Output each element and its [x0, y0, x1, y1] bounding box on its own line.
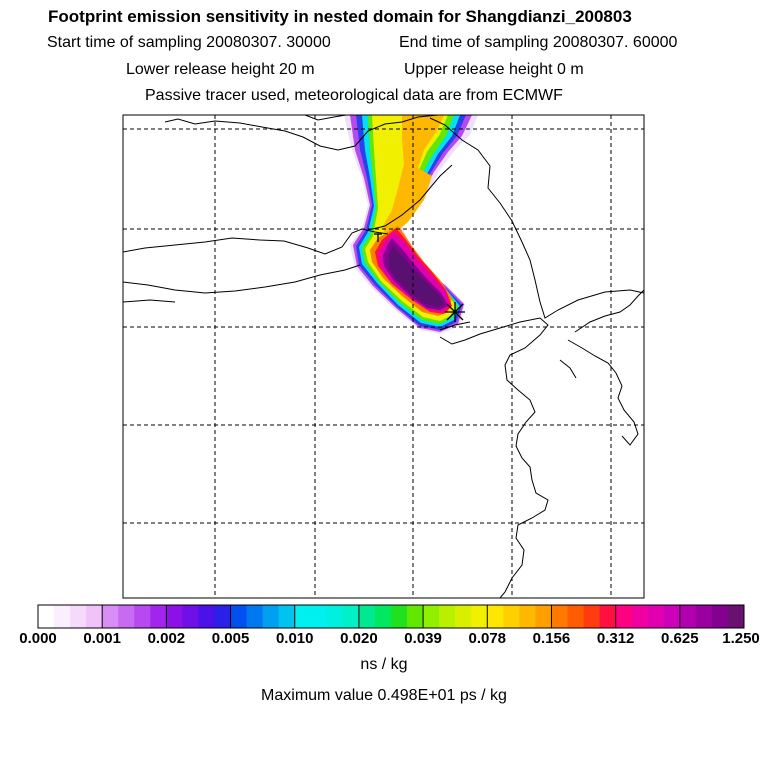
station-marker — [445, 302, 465, 322]
colorbar-label: 1.250 — [722, 630, 760, 647]
map-frame — [122, 114, 645, 599]
colorbar-label: 0.156 — [532, 630, 571, 647]
colorbar-swatch — [711, 605, 729, 628]
colorbar-swatch — [391, 605, 408, 628]
colorbar-swatch — [102, 605, 119, 628]
colorbar-swatch — [38, 605, 55, 628]
colorbar-swatch — [455, 605, 472, 628]
colorbar-swatch — [471, 605, 488, 628]
colorbar-swatch — [567, 605, 584, 628]
colorbar-swatch — [70, 605, 87, 628]
colorbar-swatch — [663, 605, 681, 628]
colorbar-swatch — [182, 605, 199, 628]
upper-release-height: Upper release height 0 m — [404, 61, 584, 78]
colorbar-swatch — [374, 605, 392, 628]
colorbar-label: 0.039 — [404, 630, 442, 647]
colorbar-swatch — [214, 605, 231, 628]
colorbar-swatch — [278, 605, 296, 628]
colorbar-swatch — [246, 605, 264, 628]
colorbar-swatch — [647, 605, 665, 628]
tracer-info: Passive tracer used, meteorological data… — [145, 87, 563, 104]
colorbar-swatch — [198, 605, 215, 628]
colorbar-swatch — [551, 605, 568, 628]
colorbar-label: 0.000 — [19, 630, 57, 647]
colorbar-swatch — [631, 605, 649, 628]
colorbar-swatch — [118, 605, 135, 628]
colorbar — [37, 604, 745, 629]
colorbar-swatch — [615, 605, 633, 628]
colorbar-swatch — [679, 605, 697, 628]
colorbar-swatch — [150, 605, 167, 628]
colorbar-swatch — [727, 605, 745, 628]
colorbar-swatch — [166, 605, 183, 628]
coastlines — [123, 115, 644, 598]
colorbar-swatch — [519, 605, 536, 628]
lower-release-height: Lower release height 20 m — [126, 61, 315, 78]
colorbar-swatch — [230, 605, 247, 628]
colorbar-frame — [37, 604, 745, 629]
colorbar-swatch — [535, 605, 552, 628]
colorbar-swatch — [358, 605, 376, 628]
colorbar-swatch — [439, 605, 456, 628]
colorbar-swatch — [54, 605, 71, 628]
colorbar-swatch — [134, 605, 151, 628]
colorbar-label: 0.001 — [83, 630, 121, 647]
colorbar-label: 0.078 — [468, 630, 507, 647]
colorbar-label: 0.312 — [596, 630, 635, 647]
colorbar-label: 0.002 — [147, 630, 186, 647]
colorbar-swatch — [294, 605, 312, 628]
colorbar-swatch — [262, 605, 280, 628]
colorbar-label: 0.020 — [340, 630, 378, 647]
grid-lines — [123, 115, 644, 598]
colorbar-swatch — [583, 605, 600, 628]
sensitivity-plume — [344, 115, 478, 334]
map-title: Footprint emission sensitivity in nested… — [48, 7, 632, 26]
colorbar-swatch — [599, 605, 617, 628]
city-marker — [374, 233, 382, 242]
colorbar-units: ns / kg — [360, 656, 408, 673]
colorbar-swatch — [342, 605, 360, 628]
colorbar-swatch — [326, 605, 344, 628]
colorbar-swatch — [86, 605, 103, 628]
colorbar-label: 0.625 — [661, 630, 699, 647]
colorbar-swatch — [407, 605, 424, 628]
colorbar-label: 0.005 — [211, 630, 250, 647]
colorbar-label: 0.010 — [275, 630, 314, 647]
start-time: Start time of sampling 20080307. 30000 — [47, 34, 331, 51]
colorbar-swatch — [695, 605, 713, 628]
colorbar-swatch — [423, 605, 440, 628]
colorbar-swatch — [487, 605, 504, 628]
colorbar-swatch — [503, 605, 520, 628]
maximum-value: Maximum value 0.498E+01 ps / kg — [261, 687, 507, 704]
end-time: End time of sampling 20080307. 60000 — [399, 34, 678, 51]
colorbar-swatch — [310, 605, 328, 628]
